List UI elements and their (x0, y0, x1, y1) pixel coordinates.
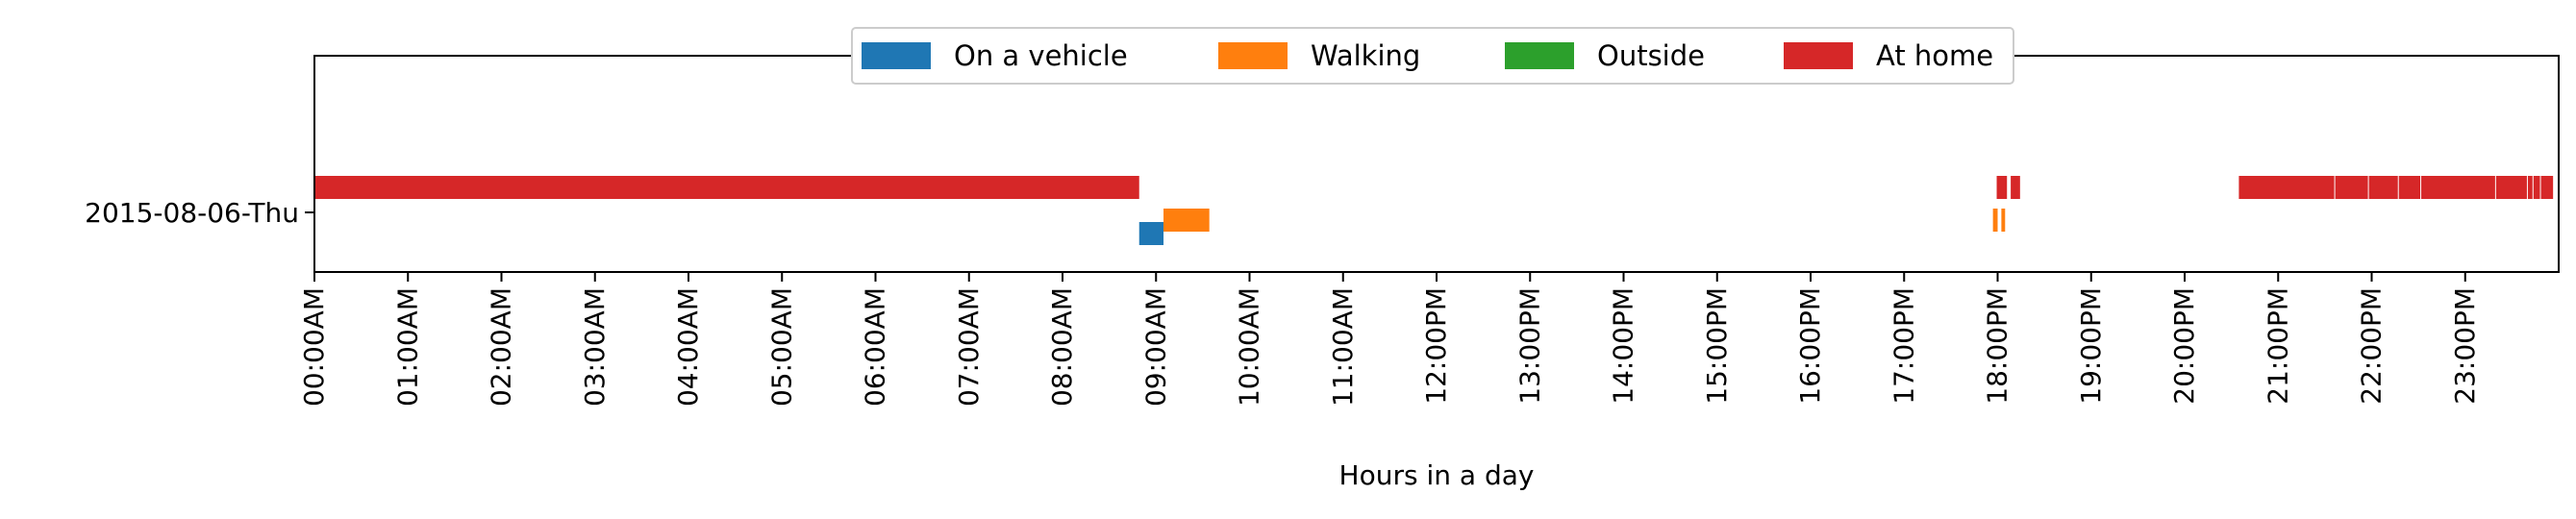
x-tick-label: 04:00AM (672, 287, 704, 407)
x-tick-label: 15:00PM (1701, 287, 1733, 405)
legend-label: At home (1876, 39, 1993, 72)
bar-on-a-vehicle-0 (1138, 222, 1164, 245)
x-tick-label: 10:00AM (1234, 287, 1265, 407)
legend-swatch (1218, 42, 1288, 69)
x-tick-label: 00:00AM (298, 287, 330, 407)
x-tick-label: 21:00PM (2262, 287, 2293, 405)
legend-swatch (862, 42, 931, 69)
x-tick-label: 03:00AM (579, 287, 611, 407)
x-tick-label: 20:00PM (2168, 287, 2200, 405)
x-tick-label: 17:00PM (1888, 287, 1919, 405)
legend-label: On a vehicle (954, 39, 1128, 72)
x-tick-label: 05:00AM (765, 287, 797, 407)
x-tick-label: 23:00PM (2449, 287, 2481, 405)
x-axis: 00:00AM 01:00AM 02:00AM 03:00AM 04:00AM 05:00… (298, 272, 2481, 407)
bar-at-home-8 (2495, 176, 2527, 199)
x-tick-label: 02:00AM (486, 287, 517, 407)
bar-at-home-6 (2398, 176, 2421, 199)
x-tick-label: 14:00PM (1608, 287, 1639, 405)
y-axis: 2015-08-06-Thu (85, 197, 314, 229)
bar-at-home-10 (2533, 176, 2540, 199)
bar-at-home-1 (1996, 176, 2008, 199)
bar-at-home-3 (2238, 176, 2335, 199)
x-tick-label: 13:00PM (1513, 287, 1545, 405)
bar-walking-2 (2001, 209, 2006, 232)
legend: On a vehicle Walking Outside At home (851, 27, 2014, 85)
bar-at-home-2 (2011, 176, 2020, 199)
bar-at-home-0 (314, 176, 1139, 199)
x-tick-label: 19:00PM (2075, 287, 2107, 405)
legend-swatch (1784, 42, 1853, 69)
bar-at-home-7 (2421, 176, 2495, 199)
x-tick-label: 06:00AM (860, 287, 891, 407)
x-tick-label: 22:00PM (2356, 287, 2388, 405)
x-axis-label: Hours in a day (1339, 459, 1535, 491)
legend-label: Walking (1311, 39, 1420, 72)
bar-at-home-9 (2527, 176, 2533, 199)
y-tick-label: 2015-08-06-Thu (85, 197, 299, 229)
x-tick-label: 11:00AM (1327, 287, 1359, 407)
series-at-home (314, 176, 2554, 199)
bar-walking-0 (1163, 209, 1210, 232)
series-walking (1163, 209, 2006, 232)
axes-frame (313, 55, 2560, 273)
series-on-a-vehicle (1138, 222, 1164, 245)
legend-swatch (1505, 42, 1574, 69)
x-tick-label: 16:00PM (1794, 287, 1826, 405)
bar-at-home-5 (2368, 176, 2398, 199)
x-tick-label: 12:00PM (1420, 287, 1452, 405)
legend-box (851, 27, 2014, 85)
x-tick-label: 09:00AM (1139, 287, 1171, 407)
x-tick-label: 08:00AM (1046, 287, 1078, 407)
x-tick-label: 01:00AM (391, 287, 423, 407)
x-tick-label: 18:00PM (1982, 287, 2013, 405)
bar-walking-1 (1992, 209, 1998, 232)
legend-label: Outside (1597, 39, 1705, 72)
bar-at-home-11 (2540, 176, 2554, 199)
x-tick-label: 07:00AM (953, 287, 985, 407)
bar-at-home-4 (2335, 176, 2368, 199)
plot-bars (314, 176, 2554, 245)
